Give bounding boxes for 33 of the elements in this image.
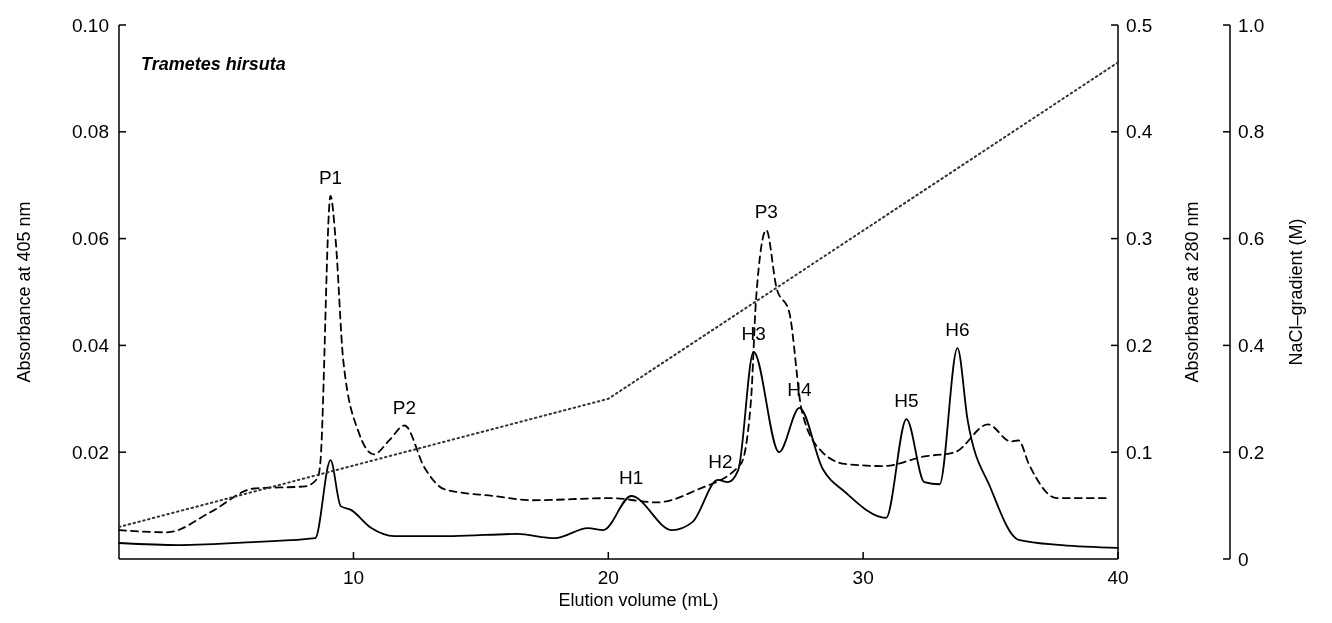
annotation: H1	[619, 466, 644, 488]
y-axis-title: Absorbance at 405 nm	[14, 201, 34, 383]
x-axis-title: Elution volume (mL)	[558, 590, 719, 610]
y2-axis-title: Absorbance at 280 nm	[1182, 201, 1202, 383]
annotation: H2	[708, 450, 733, 472]
annotation: P3	[754, 201, 778, 223]
y3-axis-title: NaCl–gradient (M)	[1286, 218, 1306, 366]
annotation: H3	[741, 322, 766, 344]
x-tick-label: 40	[1107, 567, 1129, 588]
y-tick-label: 0.08	[72, 121, 109, 143]
y2-tick-label: 0.5	[1126, 14, 1153, 36]
annotation: P2	[392, 396, 417, 418]
y2-tick-label: 0.1	[1126, 441, 1153, 463]
y3-tick-label: 0.2	[1238, 441, 1265, 463]
annotation: H6	[945, 319, 970, 341]
x-tick-label: 10	[342, 567, 365, 588]
annotation: H5	[894, 390, 919, 412]
y3-tick-label: 0.8	[1238, 121, 1265, 143]
y-tick-label: 0.06	[72, 228, 109, 250]
y3-tick-label: 0.6	[1238, 228, 1265, 250]
y2-tick-label: 0.2	[1126, 335, 1153, 357]
y-tick-label: 0.04	[72, 335, 110, 357]
y-tick-label: 0.02	[72, 441, 109, 463]
annotation: P1	[318, 166, 343, 188]
x-tick-label: 30	[852, 567, 874, 588]
x-tick-label: 20	[597, 567, 619, 588]
y-tick-label: 0.10	[72, 14, 109, 36]
y2-tick-label: 0.3	[1126, 228, 1153, 250]
y2-tick-label: 0.4	[1126, 121, 1153, 143]
y3-tick-label: 0.4	[1238, 335, 1265, 357]
y3-tick-label: 0	[1238, 548, 1249, 570]
annotation: Trametes hirsuta	[141, 54, 286, 74]
y3-tick-label: 1.0	[1238, 14, 1265, 36]
